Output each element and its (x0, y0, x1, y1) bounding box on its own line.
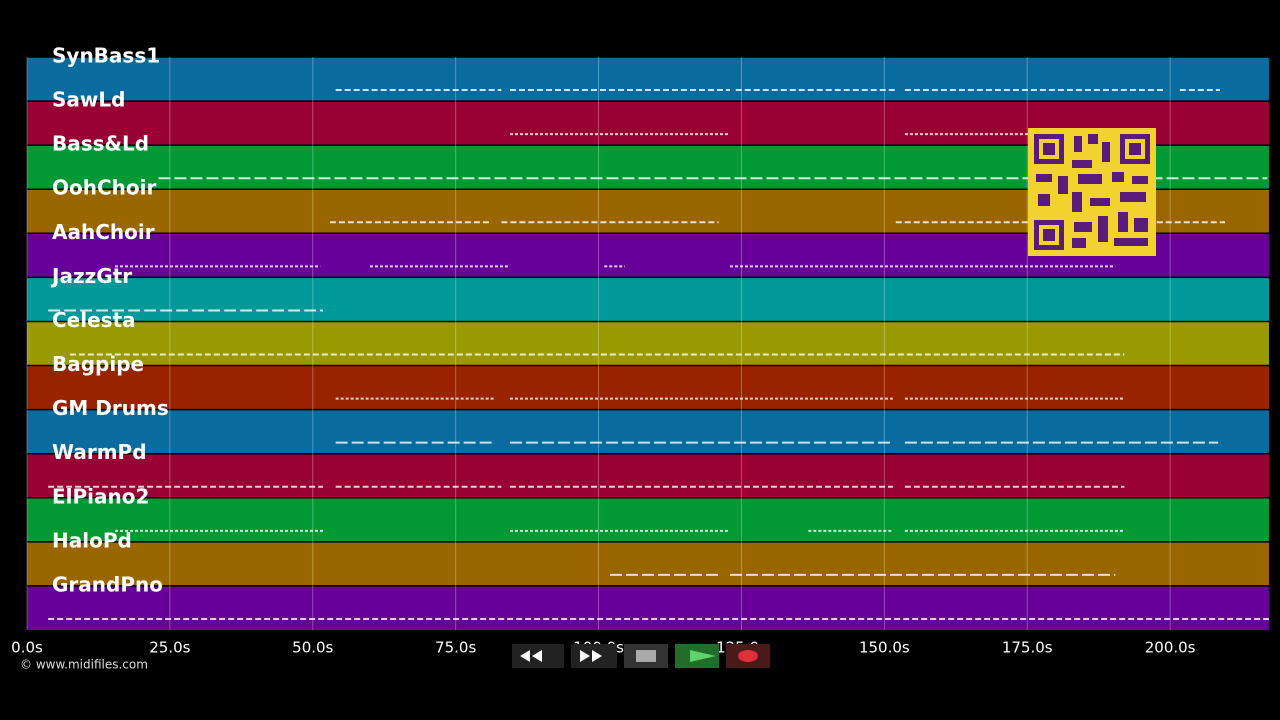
track-label: SynBass1 (52, 44, 160, 68)
grid (26, 57, 1171, 630)
track-label: OohChoir (52, 176, 156, 200)
track-label: GrandPno (52, 572, 163, 596)
record-button[interactable] (726, 644, 770, 668)
tick-label: 150.0s (859, 639, 910, 657)
rewind-button[interactable] (512, 644, 564, 668)
track-band (27, 321, 1269, 366)
track-band (27, 57, 1269, 102)
tick-label: 175.0s (1002, 639, 1053, 657)
notes (48, 89, 1269, 620)
forward-button[interactable] (571, 644, 617, 668)
track-label: SawLd (52, 88, 125, 112)
stop-button[interactable] (624, 644, 668, 668)
labels: SynBass1 SawLd Bass&Ld OohChoir AahChoir Jazz… (50, 44, 169, 597)
track-label: WarmPd (52, 440, 147, 464)
tick-label: 25.0s (149, 639, 190, 657)
track-band (27, 497, 1269, 542)
track-band (27, 585, 1269, 630)
track-label: Bagpipe (52, 352, 144, 376)
track-label: GM Drums (52, 396, 169, 420)
track-label: Bass&Ld (52, 132, 149, 156)
track-label: HaloPd (52, 528, 132, 552)
track-label: Celesta (52, 308, 136, 332)
track-band (27, 365, 1269, 410)
track-band (27, 541, 1269, 586)
play-button[interactable] (675, 644, 719, 668)
tick-label: 50.0s (292, 639, 333, 657)
footer: © www.midifiles.com (20, 658, 148, 672)
track-band (27, 409, 1269, 454)
track-band (27, 277, 1269, 322)
transport-controls (512, 644, 770, 668)
tick-label: 0.0s (11, 639, 43, 657)
track-label: JazzGtr (50, 264, 132, 288)
tracks (27, 56, 1269, 630)
tick-label: 75.0s (435, 639, 476, 657)
track-label: ElPiano2 (52, 484, 149, 508)
track-label: AahChoir (52, 220, 155, 244)
track-band (27, 453, 1269, 498)
qr-code (1028, 128, 1156, 256)
tick-label: 200.0s (1145, 639, 1196, 657)
